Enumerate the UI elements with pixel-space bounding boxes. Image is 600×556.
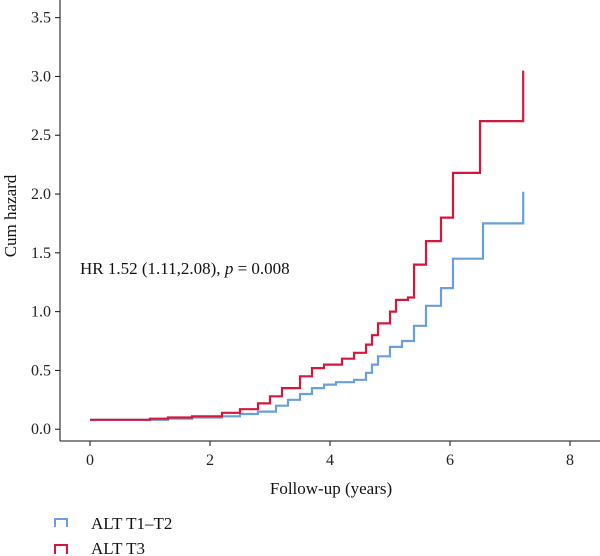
y-tick-label: 2.5 [31,127,51,144]
series-line-alt-t3 [90,70,525,421]
y-tick-label: 0.0 [31,421,51,438]
p-value-text: = 0.008 [233,259,289,278]
y-tick-label: 1.0 [31,304,51,321]
hazard-ratio-annotation: HR 1.52 (1.11,2.08), p = 0.008 [80,259,290,278]
legend-label-alt-t3: ALT T3 [91,539,145,556]
series-layer [90,70,525,421]
legend-label-alt-t1-t2: ALT T1–T2 [91,514,172,533]
x-tick-label: 4 [326,452,334,469]
axes [59,0,600,442]
y-axis-ticks: 0.0 0.5 1.0 1.5 2.0 2.5 3.0 3.5 [31,10,60,438]
p-symbol: p [224,259,234,278]
x-axis-title: Follow-up (years) [270,479,392,498]
y-tick-label: 3.5 [31,10,51,27]
x-axis-ticks: 0 2 4 6 8 [86,441,574,469]
series-line-alt-t1-t2 [90,191,525,421]
x-tick-label: 0 [86,452,94,469]
y-tick-label: 0.5 [31,362,51,379]
legend-swatch-alt-t1-t2 [54,518,68,527]
y-axis-title: Cum hazard [1,174,20,257]
y-tick-label: 2.0 [31,186,51,203]
y-tick-label: 3.0 [31,68,51,85]
y-tick-label: 1.5 [31,245,51,262]
legend: ALT T1–T2 ALT T3 [54,514,172,556]
x-tick-label: 8 [566,452,574,469]
x-tick-label: 6 [446,452,454,469]
hazard-ratio-text: HR 1.52 (1.11,2.08), [80,259,225,278]
legend-swatch-alt-t3 [54,544,68,554]
x-tick-label: 2 [206,452,214,469]
